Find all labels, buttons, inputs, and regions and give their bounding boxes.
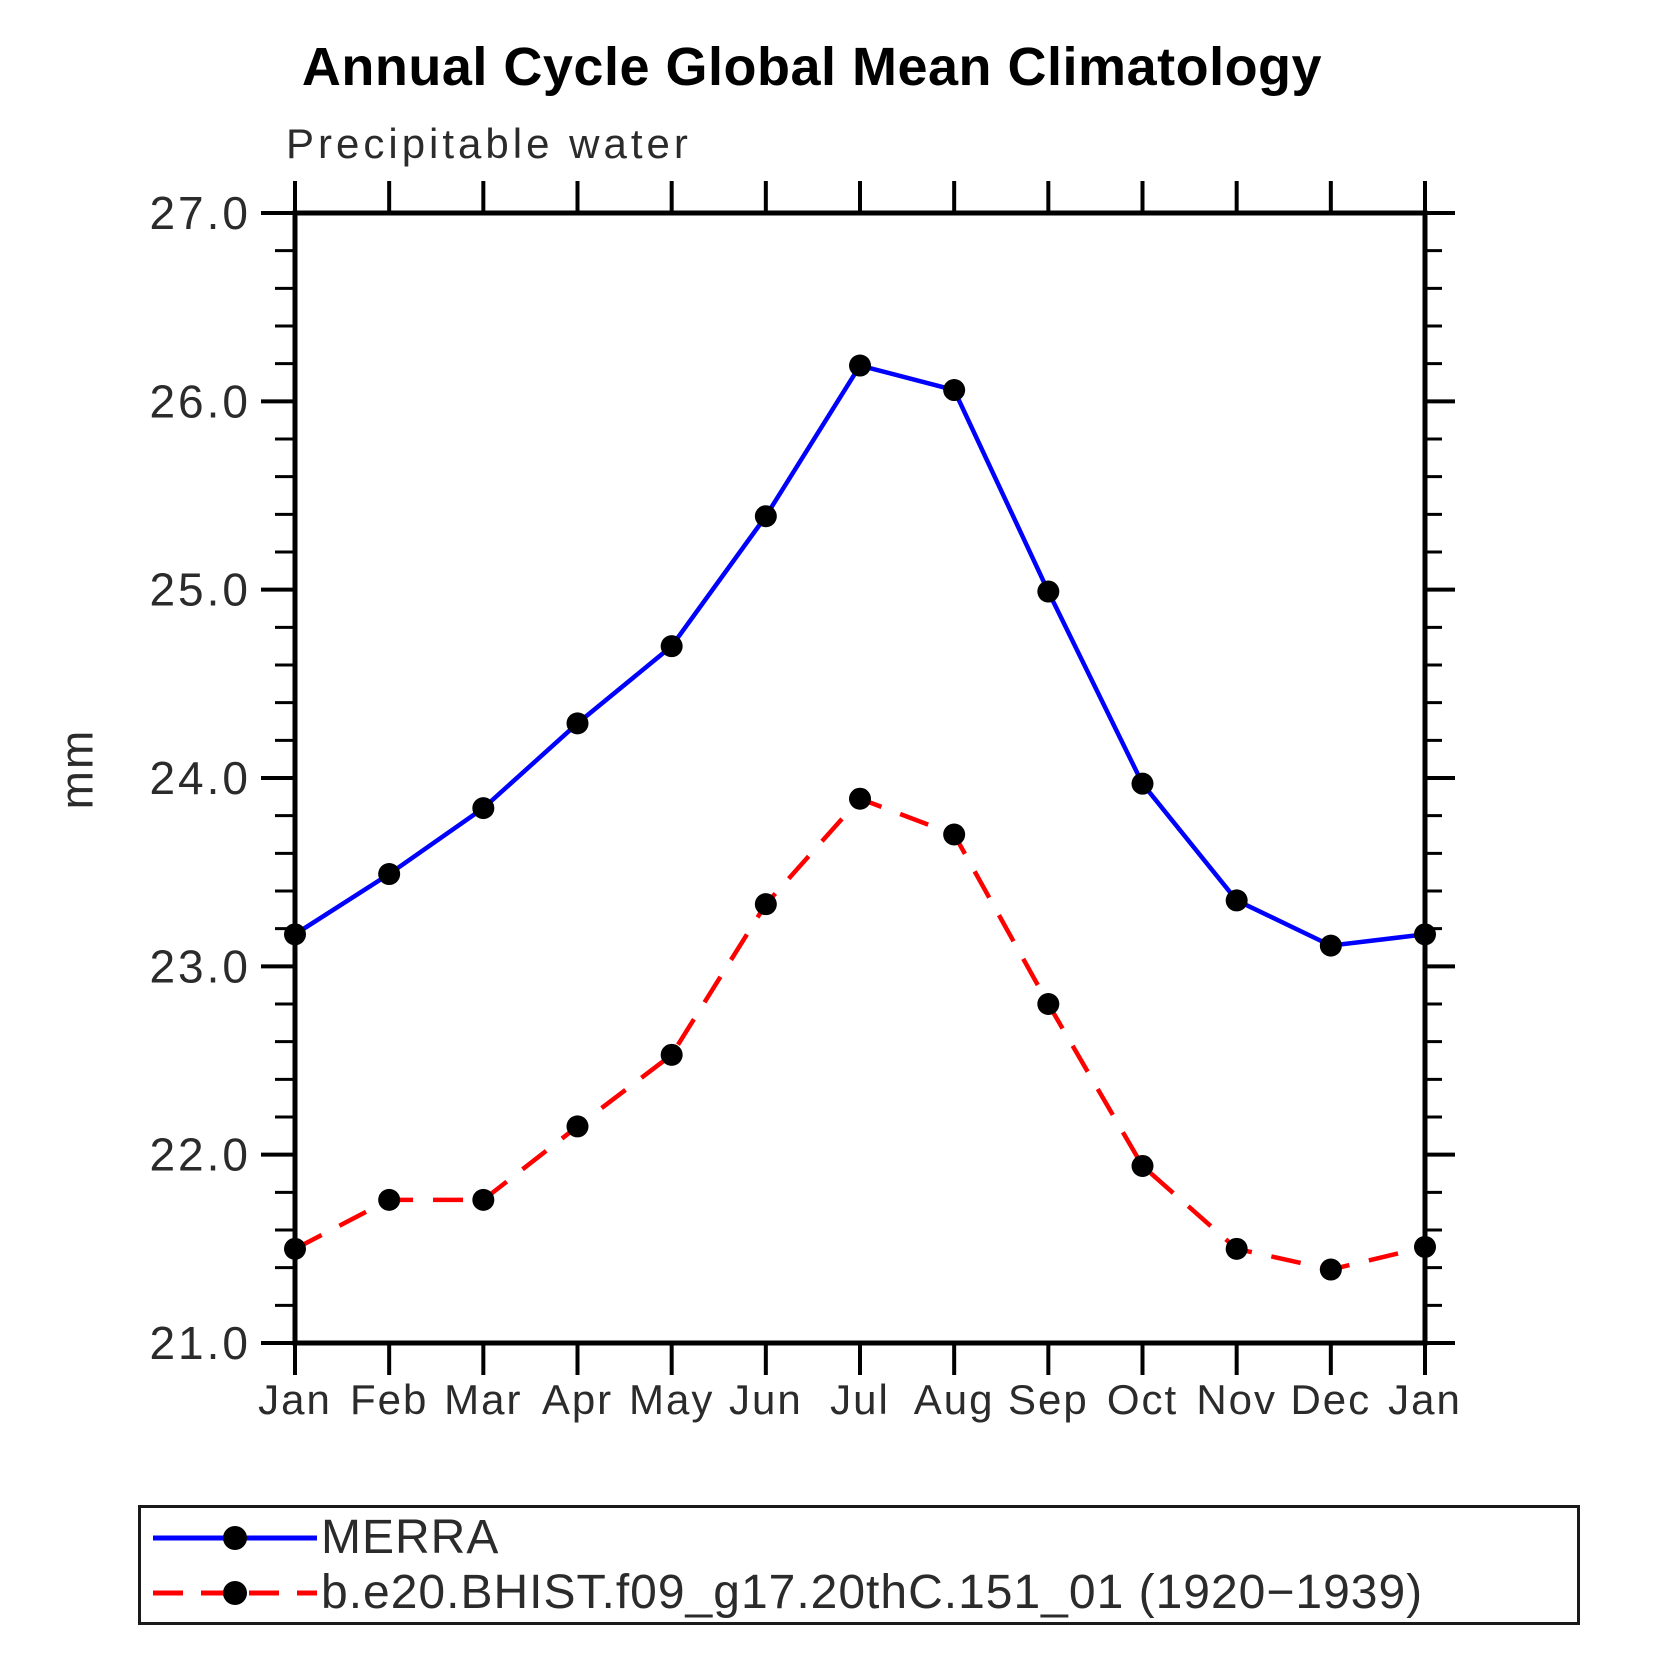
data-point-marker: [849, 787, 871, 810]
data-point-marker: [284, 1237, 306, 1260]
data-point-marker: [754, 893, 777, 916]
x-tick-label: Jul: [830, 1376, 890, 1423]
x-tick-label: Dec: [1290, 1376, 1371, 1423]
y-tick-label: 23.0: [149, 940, 251, 992]
plot-frame: [292, 210, 1428, 1346]
data-point-marker: [849, 354, 871, 377]
data-point-marker: [566, 1115, 589, 1138]
x-tick-label: Aug: [914, 1376, 995, 1423]
data-point-marker: [472, 1188, 495, 1211]
data-point-marker: [1319, 1258, 1342, 1281]
x-tick-label: Apr: [542, 1376, 613, 1423]
data-point-marker: [1131, 1154, 1154, 1177]
data-point-marker: [943, 379, 966, 402]
data-point-marker: [284, 923, 306, 946]
data-point-marker: [472, 797, 495, 820]
data-point-marker: [1414, 923, 1436, 946]
x-tick-label: May: [629, 1376, 714, 1423]
data-point-marker: [1131, 772, 1154, 795]
y-tick-label: 27.0: [149, 187, 251, 239]
y-tick-label: 26.0: [149, 375, 251, 427]
legend-sample-marker: [223, 1525, 247, 1550]
y-tick-label: 24.0: [149, 752, 251, 804]
x-tick-label: Nov: [1196, 1376, 1277, 1423]
legend-item-model: b.e20.BHIST.f09_g17.20thC.151_01 (1920−1…: [141, 1566, 1577, 1619]
data-point-marker: [943, 823, 966, 846]
y-tick-label: 21.0: [149, 1317, 251, 1369]
data-point-marker: [1037, 993, 1060, 1015]
data-point-marker: [1225, 889, 1248, 912]
x-tick-label: Sep: [1008, 1376, 1089, 1423]
data-point-marker: [566, 712, 589, 735]
data-point-marker: [1414, 1235, 1436, 1258]
x-tick-label: Oct: [1107, 1376, 1178, 1423]
legend-item-merra: MERRA: [141, 1511, 1577, 1564]
legend-label-merra: MERRA: [321, 1511, 500, 1564]
chart-subtitle: Precipitable water: [286, 120, 692, 167]
x-tick-label: Feb: [350, 1376, 428, 1423]
legend-sample-marker: [223, 1580, 247, 1605]
chart-title: Annual Cycle Global Mean Climatology: [301, 37, 1323, 97]
data-point-marker: [378, 863, 401, 886]
data-point-marker: [660, 1043, 683, 1066]
legend: MERRA b.e20.BHIST.f09_g17.20thC.151_01 (…: [138, 1505, 1580, 1625]
legend-label-model: b.e20.BHIST.f09_g17.20thC.151_01 (1920−1…: [321, 1566, 1424, 1619]
data-point-marker: [378, 1188, 401, 1211]
y-tick-label: 22.0: [149, 1129, 251, 1181]
x-tick-label: Jan: [1388, 1376, 1462, 1423]
x-tick-label: Jun: [729, 1376, 803, 1423]
data-point-marker: [754, 505, 777, 528]
series-line-1: [293, 796, 1426, 1272]
data-point-marker: [660, 635, 683, 658]
data-point-marker: [1225, 1237, 1248, 1260]
legend-line-sample-model: [153, 1580, 317, 1605]
x-tick-label: Mar: [444, 1376, 522, 1423]
series-line-0: [293, 362, 1426, 948]
legend-line-sample-merra: [153, 1525, 317, 1550]
x-tick-label: Jan: [258, 1376, 332, 1423]
data-point-marker: [1319, 934, 1342, 957]
y-tick-label: 25.0: [149, 564, 251, 616]
data-point-marker: [1037, 580, 1060, 603]
